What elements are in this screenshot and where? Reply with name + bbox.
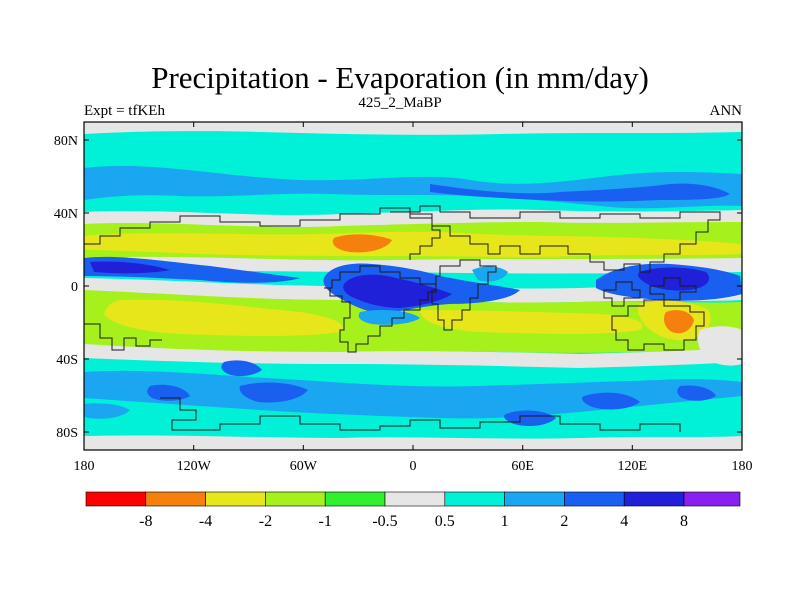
colorbar-swatch — [623, 491, 685, 507]
x-tick-label: 120W — [177, 459, 212, 474]
x-tick-label: 60E — [511, 459, 534, 474]
band-yellow-south — [104, 299, 343, 336]
colorbar-label: -1 — [319, 513, 332, 530]
colorbar-swatch — [504, 491, 565, 507]
x-tick-label: 180 — [732, 459, 753, 474]
patch-light-blue-antarctic-west — [84, 403, 130, 419]
y-tick-labels: 80N 40N 0 40S 80S — [54, 134, 78, 441]
band-light-blue-south — [84, 370, 742, 419]
x-tick-labels: 180 120W 60W 0 60E 120E 180 — [74, 459, 753, 474]
colorbar-swatch — [85, 491, 147, 507]
colorbar-swatch — [564, 491, 625, 507]
y-tick-label: 80N — [54, 134, 78, 149]
colorbar-swatch — [444, 491, 505, 507]
band-dark-blue-itcz-west — [90, 261, 170, 274]
x-tick-label: 60W — [290, 459, 318, 474]
coastline-south-america — [324, 265, 437, 353]
colorbar-label: 2 — [560, 513, 568, 530]
x-tick-label: 180 — [74, 459, 95, 474]
colorbar-swatch — [384, 491, 446, 507]
x-tick-label: 120E — [618, 459, 648, 474]
colorbar-label: 1 — [501, 513, 509, 530]
patch-blue-south-indian — [582, 392, 640, 410]
y-tick-label: 0 — [71, 280, 78, 295]
band-blue-itcz-west — [84, 256, 300, 283]
patch-orange-australia — [664, 310, 694, 334]
colorbar-swatch — [683, 491, 741, 507]
colorbar-label: 4 — [620, 513, 628, 530]
y-tick-label: 80S — [56, 426, 78, 441]
patch-dark-blue-indonesia — [637, 267, 710, 291]
y-tick-label: 40N — [54, 207, 78, 222]
colorbar-swatch — [205, 491, 266, 507]
colorbar-label: -8 — [139, 513, 152, 530]
colorbar-label: -2 — [259, 513, 272, 530]
colorbar: -8 -4 -2 -1 -0.5 0.5 1 2 4 8 — [85, 491, 741, 530]
coastline-australia — [611, 299, 705, 351]
colorbar-label: -4 — [199, 513, 212, 530]
period-label: 425_2_MaBP — [358, 95, 442, 111]
patch-blue-tasman — [677, 385, 716, 401]
coastline-north-america — [84, 207, 441, 260]
coastline-indonesia — [603, 277, 697, 307]
band-yellow-south-east — [420, 310, 643, 334]
y-tick-marks — [84, 139, 742, 433]
colorbar-label: 8 — [680, 513, 688, 530]
patch-gray-south-east — [697, 326, 742, 366]
coastline-southwest — [84, 323, 162, 351]
colorbar-swatch — [324, 491, 386, 507]
map-field — [84, 122, 742, 450]
band-yellow-north — [84, 231, 742, 257]
band-gray-equator — [84, 256, 742, 274]
colorbar-label: 0.5 — [435, 513, 455, 530]
patch-gray-arctic — [84, 122, 742, 135]
map-title: Precipitation - Evaporation (in mm/day) — [151, 60, 649, 95]
colorbar-label: -0.5 — [372, 513, 397, 530]
band-blue-north — [430, 183, 730, 202]
patch-blue-south-pacific — [147, 384, 190, 401]
patch-blue-antarctic — [221, 360, 262, 377]
y-tick-label: 40S — [56, 353, 78, 368]
colorbar-swatch — [265, 491, 326, 507]
experiment-label: Expt = tfKEh — [84, 103, 165, 119]
patch-orange-north — [332, 234, 392, 253]
band-lime-south — [84, 290, 742, 353]
coastlines — [84, 205, 721, 432]
patch-light-blue-africa — [472, 266, 508, 282]
patch-light-blue-amazon — [358, 310, 420, 325]
x-tick-label: 0 — [410, 459, 417, 474]
coastline-eurasia — [390, 205, 721, 273]
band-gray-antarctic — [84, 435, 742, 450]
coastline-africa — [431, 259, 497, 331]
season-label: ANN — [709, 103, 743, 119]
x-tick-marks — [83, 122, 743, 450]
coastline-southern-ocean — [160, 397, 681, 432]
colorbar-swatch — [145, 491, 206, 507]
patch-blue-south-atlantic — [239, 382, 308, 403]
